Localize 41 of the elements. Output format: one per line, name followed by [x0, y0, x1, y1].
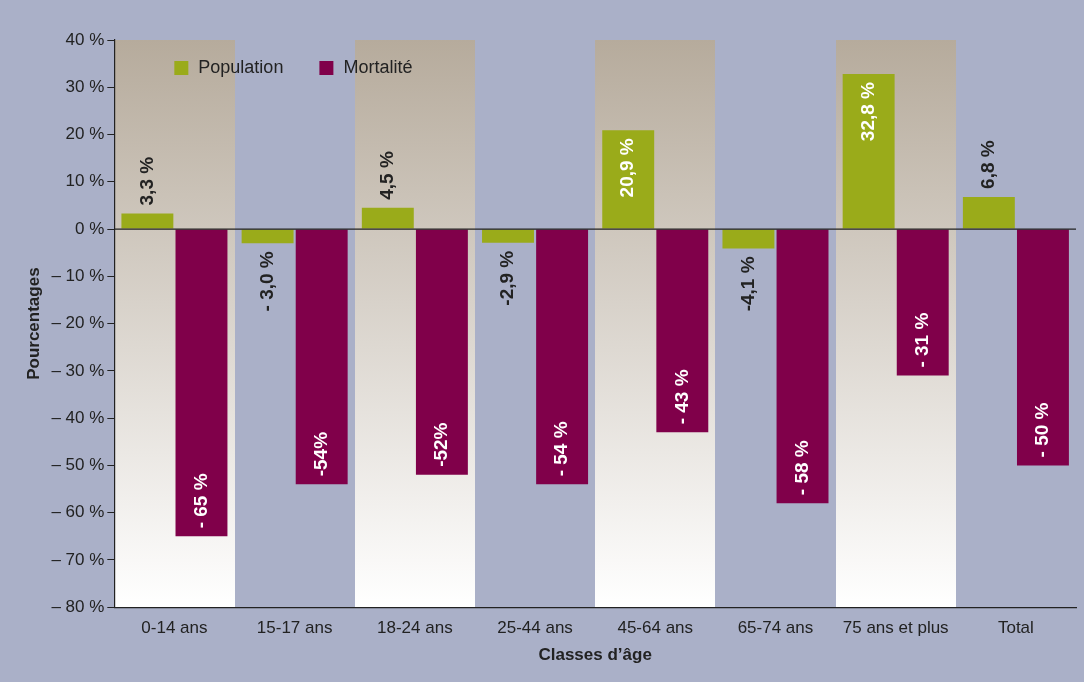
y-tick-label: – 80 % — [51, 596, 105, 616]
data-label: 20,9 % — [616, 138, 638, 198]
y-tick-label: 0 % — [75, 218, 105, 238]
data-label: 4,5 % — [376, 151, 398, 200]
y-tick-label: – 40 % — [51, 407, 105, 427]
x-axis-title: Classes d’âge — [538, 645, 652, 665]
y-tick-label: – 50 % — [51, 455, 105, 475]
x-tick-label: 65-74 ans — [737, 618, 814, 638]
y-tick-label: – 20 % — [51, 313, 105, 333]
data-label: -52% — [430, 422, 452, 467]
y-tick-label: 40 % — [65, 29, 105, 49]
y-tick-label: 30 % — [65, 76, 105, 96]
x-tick-label: 75 ans et plus — [842, 618, 949, 638]
data-label: 6,8 % — [977, 140, 999, 189]
data-label: 32,8 % — [856, 81, 878, 142]
y-tick-label: 20 % — [65, 124, 105, 144]
data-label: -2,9 % — [496, 250, 518, 306]
data-label: 3,3 % — [135, 156, 157, 206]
x-tick-label: 45-64 ans — [617, 618, 694, 638]
y-tick-label: – 30 % — [51, 360, 105, 380]
y-tick-label: – 70 % — [51, 549, 105, 569]
data-label: - 65 % — [189, 473, 211, 529]
y-tick-label: – 10 % — [51, 266, 105, 286]
data-label: -54% — [309, 431, 331, 477]
y-tick-label: 10 % — [65, 171, 105, 191]
data-label: - 3,0 % — [255, 251, 277, 312]
data-label: -4,1 % — [736, 256, 758, 312]
data-label: - 43 % — [670, 369, 692, 425]
data-label: - 58 % — [790, 440, 812, 496]
x-tick-label: 18-24 ans — [377, 618, 453, 638]
x-tick-label: Total — [997, 618, 1034, 638]
data-label: - 54 % — [550, 421, 572, 477]
legend-label: Mortalité — [343, 56, 413, 77]
x-tick-label: 0-14 ans — [141, 618, 208, 638]
y-tick-label: – 60 % — [51, 502, 105, 522]
y-axis-title: Pourcentages — [23, 267, 43, 380]
legend-label: Population — [198, 56, 284, 77]
data-label: - 31 % — [910, 312, 932, 368]
x-tick-label: 15-17 ans — [256, 618, 333, 638]
x-tick-label: 25-44 ans — [497, 618, 573, 638]
data-label: - 50 % — [1031, 402, 1053, 458]
